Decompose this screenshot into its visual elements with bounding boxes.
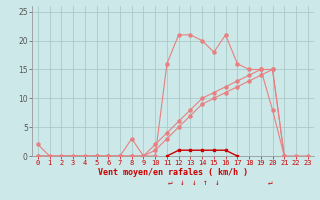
Text: ↓: ↓ xyxy=(180,178,185,187)
Text: ↵: ↵ xyxy=(268,178,273,187)
Text: ↵: ↵ xyxy=(168,178,173,187)
X-axis label: Vent moyen/en rafales ( km/h ): Vent moyen/en rafales ( km/h ) xyxy=(98,168,248,177)
Text: ↓: ↓ xyxy=(192,178,196,187)
Text: ↑: ↑ xyxy=(203,178,208,187)
Text: ↓: ↓ xyxy=(215,178,220,187)
